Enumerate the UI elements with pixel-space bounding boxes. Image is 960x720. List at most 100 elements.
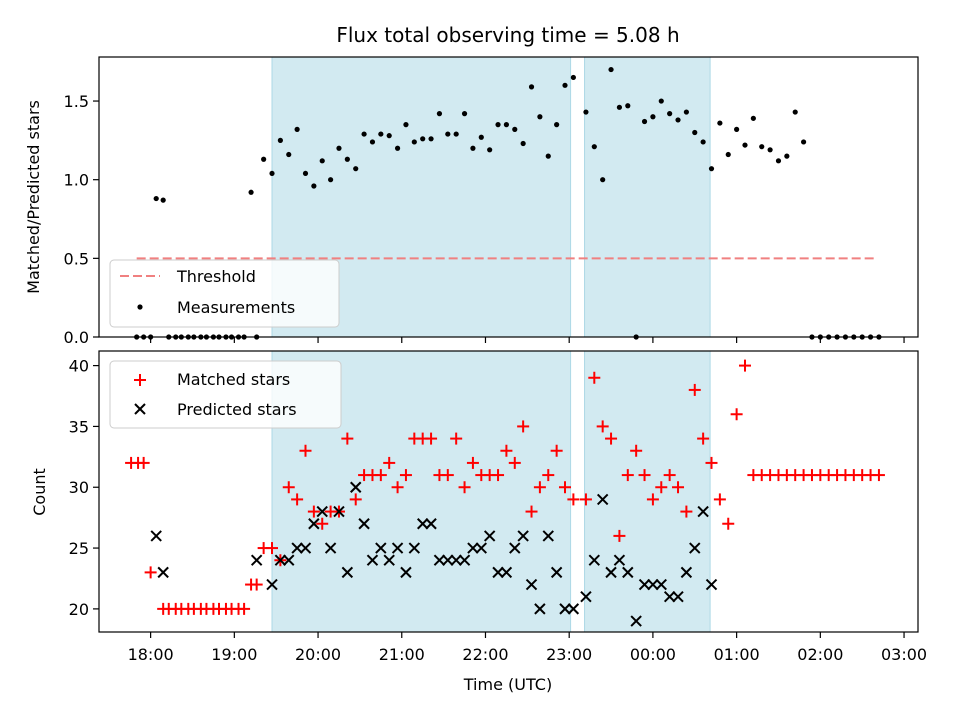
predicted-star-point <box>550 566 563 579</box>
predicted-marker-b <box>605 566 617 579</box>
matched-star-point <box>137 456 150 469</box>
predicted-marker-b <box>383 554 395 566</box>
measurement-point <box>378 131 384 137</box>
count-panel: 20 25 30 35 40 18:00 19:00 20:00 21:00 22:00 23:0… <box>30 350 927 694</box>
predicted-marker-b <box>416 518 429 530</box>
time-x-tick-label: 00:00 <box>630 645 676 664</box>
predicted-marker-b <box>588 554 601 566</box>
predicted-star-point <box>375 542 387 554</box>
legend-predicted-swatch <box>134 403 146 415</box>
matched-star-point <box>341 432 354 445</box>
predicted-star-point <box>358 518 370 530</box>
predicted-marker-b <box>517 530 529 542</box>
matched-star-point <box>508 456 521 469</box>
matched-star-point <box>144 566 157 579</box>
predicted-star-point <box>316 505 328 518</box>
predicted-star-point <box>400 566 412 579</box>
measurement-point <box>336 145 342 151</box>
matched-star-point <box>291 493 304 506</box>
measurement-point <box>394 145 401 151</box>
predicted-marker-b <box>333 505 345 518</box>
measurement-point <box>386 133 392 139</box>
predicted-star-point <box>408 542 421 554</box>
predicted-star-point <box>705 578 718 591</box>
matched-star-point <box>550 444 563 457</box>
measurement-point <box>353 166 359 172</box>
measurement-point <box>734 126 740 132</box>
ratio-y-axis-label: Matched/Predicted stars <box>24 100 43 294</box>
matched-star-point <box>533 481 546 494</box>
matched-star-point <box>630 444 643 457</box>
measurement-point <box>411 139 417 145</box>
count-legend: Matched stars Predicted stars <box>109 360 342 429</box>
predicted-star-point <box>350 481 362 493</box>
predicted-star-point <box>274 554 287 566</box>
measurement-point <box>261 156 267 162</box>
matched-star-point <box>697 432 710 445</box>
predicted-star-point <box>663 591 676 603</box>
ratio-legend-box <box>109 259 340 328</box>
matched-star-point <box>680 505 693 518</box>
predicted-marker-b <box>613 554 626 566</box>
measurement-point <box>277 137 283 143</box>
measurement-point <box>294 126 300 132</box>
measurement-point <box>667 111 673 117</box>
ratio-y-tick-label: 1.0 <box>64 171 89 190</box>
count-y-tick-label: 25 <box>69 539 89 558</box>
measurement-point <box>775 158 782 164</box>
predicted-star-point <box>475 542 488 554</box>
matched-star-point <box>450 432 463 445</box>
predicted-marker-b <box>525 578 538 591</box>
predicted-marker-b <box>366 554 379 566</box>
predicted-star-point <box>542 530 554 542</box>
matched-star-point <box>596 420 609 433</box>
time-x-tick-label: 01:00 <box>714 645 760 664</box>
measurement-point <box>369 139 376 145</box>
matched-star-point <box>383 456 396 469</box>
measurement-point <box>436 111 443 117</box>
predicted-marker-b <box>534 603 546 615</box>
count-plot-frame <box>98 350 919 633</box>
predicted-star-point <box>308 518 320 530</box>
predicted-star-point <box>341 566 354 579</box>
ratio-window-1 <box>584 56 711 338</box>
ratio-y-ticks: 0.0 0.5 1.0 1.5 <box>64 92 99 347</box>
predicted-star-point <box>647 578 659 591</box>
measurement-point <box>286 151 292 158</box>
predicted-marker-b <box>467 542 479 554</box>
time-x-tick-label: 03:00 <box>881 645 927 664</box>
time-x-tick-label: 22:00 <box>462 645 508 664</box>
matched-star-point <box>500 444 513 457</box>
measurement-point <box>692 129 698 136</box>
matched-star-point <box>638 469 651 482</box>
ratio-y-tick-label: 0.0 <box>64 328 89 347</box>
matched-star-point <box>738 359 751 372</box>
predicted-star-point <box>157 566 169 579</box>
matched-star-point <box>872 469 885 482</box>
matched-star-point <box>646 493 659 506</box>
predicted-star-point <box>655 578 667 591</box>
predicted-star-point <box>697 505 709 518</box>
legend-threshold-label: Threshold <box>176 267 256 286</box>
predicted-star-point <box>433 554 446 566</box>
predicted-marker-b <box>689 542 701 554</box>
measurement-point <box>503 122 510 128</box>
predicted-star-point <box>680 566 693 579</box>
predicted-marker-b <box>266 578 278 591</box>
measurement-point <box>591 144 597 150</box>
matched-star-point <box>559 481 572 494</box>
matched-star-point <box>492 469 505 482</box>
legend-matched-swatch <box>134 374 146 386</box>
predicted-marker-b <box>250 554 263 566</box>
predicted-marker-b <box>433 554 446 566</box>
predicted-marker-b <box>655 578 667 591</box>
matched-star-point <box>525 505 538 518</box>
predicted-marker-b <box>150 530 162 542</box>
predicted-star-point <box>613 554 626 566</box>
matched-stars-points <box>125 359 885 615</box>
matched-star-point <box>672 481 685 494</box>
predicted-star-point <box>416 518 429 530</box>
predicted-star-point <box>622 566 634 579</box>
predicted-star-point <box>630 615 642 627</box>
